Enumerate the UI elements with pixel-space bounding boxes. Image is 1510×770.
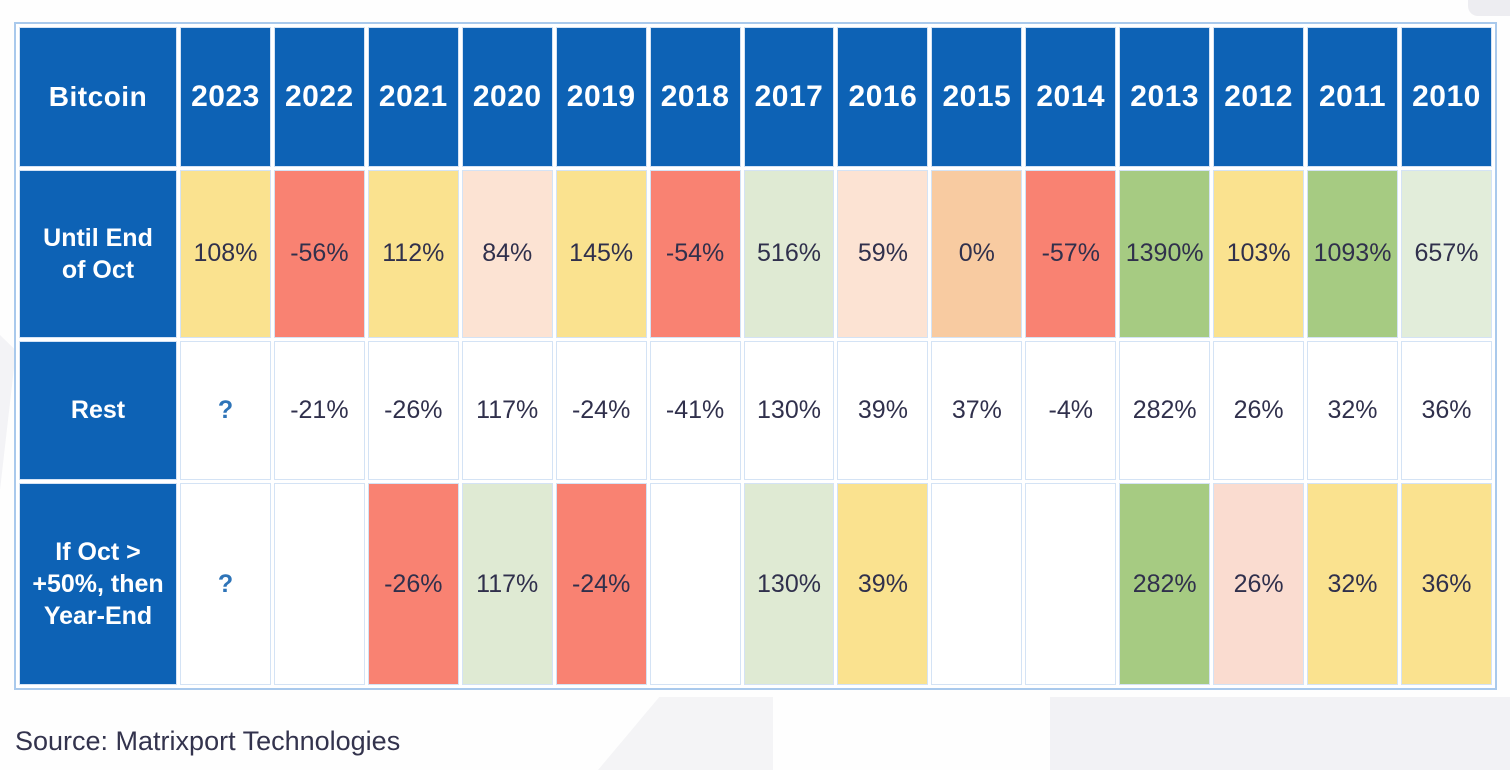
cell-2019-until-end-of-oct: 145% xyxy=(555,170,647,338)
year-header-2020: 2020 xyxy=(461,27,553,167)
background-decoration-bottom-mid xyxy=(598,697,773,770)
cell-2017-if-oct-50-then-year-end: 130% xyxy=(743,483,835,685)
cell-2014-if-oct-50-then-year-end xyxy=(1025,483,1117,685)
row-label-until-end-of-oct: Until End of Oct xyxy=(19,170,177,338)
year-header-2018: 2018 xyxy=(649,27,741,167)
cell-2016-rest: 39% xyxy=(837,340,929,480)
year-header-2022: 2022 xyxy=(273,27,365,167)
cell-2018-until-end-of-oct: -54% xyxy=(649,170,741,338)
table-row-until-end-of-oct: Until End of Oct 108% -56% 112% 84% 145% -54% 5… xyxy=(19,170,1492,338)
cell-2023-until-end-of-oct: 108% xyxy=(180,170,271,338)
cell-2016-if-oct-50-then-year-end: 39% xyxy=(837,483,929,685)
source-note: Source: Matrixport Technologies xyxy=(15,726,401,756)
cell-2011-rest: 32% xyxy=(1307,340,1398,480)
cell-2019-if-oct-50-then-year-end: -24% xyxy=(555,483,647,685)
table-row-if-oct-50-then-year-end: If Oct > +50%, then Year-End? -26% 117% -24… xyxy=(19,483,1492,685)
year-header-2012: 2012 xyxy=(1213,27,1305,167)
year-header-2016: 2016 xyxy=(837,27,929,167)
cell-2016-until-end-of-oct: 59% xyxy=(837,170,929,338)
cell-2013-if-oct-50-then-year-end: 282% xyxy=(1119,483,1211,685)
row-label-rest: Rest xyxy=(19,340,177,480)
cell-2014-until-end-of-oct: -57% xyxy=(1025,170,1117,338)
cell-2017-until-end-of-oct: 516% xyxy=(743,170,835,338)
cell-2015-if-oct-50-then-year-end xyxy=(931,483,1023,685)
row-label-if-oct-50-then-year-end: If Oct > +50%, then Year-End xyxy=(19,483,177,685)
cell-2013-until-end-of-oct: 1390% xyxy=(1119,170,1211,338)
cell-2022-until-end-of-oct: -56% xyxy=(273,170,365,338)
year-header-2017: 2017 xyxy=(743,27,835,167)
cell-2010-until-end-of-oct: 657% xyxy=(1400,170,1492,338)
cell-2020-until-end-of-oct: 84% xyxy=(461,170,553,338)
cell-2010-if-oct-50-then-year-end: 36% xyxy=(1400,483,1492,685)
corner-header-bitcoin: Bitcoin xyxy=(19,27,177,167)
table-row-rest: Rest? -21% -26% 117% -24% -41% 130% 39% 37% -4% 28… xyxy=(19,340,1492,480)
year-header-2013: 2013 xyxy=(1119,27,1211,167)
cell-2022-rest: -21% xyxy=(273,340,365,480)
cell-2014-rest: -4% xyxy=(1025,340,1117,480)
background-decoration-top-right xyxy=(1468,0,1510,16)
year-header-2011: 2011 xyxy=(1307,27,1398,167)
year-header-2021: 2021 xyxy=(367,27,459,167)
cell-2017-rest: 130% xyxy=(743,340,835,480)
background-decoration-bottom-right xyxy=(1050,697,1510,770)
cell-2015-rest: 37% xyxy=(931,340,1023,480)
cell-2018-rest: -41% xyxy=(649,340,741,480)
cell-2020-if-oct-50-then-year-end: 117% xyxy=(461,483,553,685)
year-header-2015: 2015 xyxy=(931,27,1023,167)
year-header-2023: 2023 xyxy=(180,27,271,167)
cell-2023-rest: ? xyxy=(180,340,271,480)
cell-2022-if-oct-50-then-year-end xyxy=(273,483,365,685)
year-header-2014: 2014 xyxy=(1025,27,1117,167)
cell-2012-until-end-of-oct: 103% xyxy=(1213,170,1305,338)
cell-2021-until-end-of-oct: 112% xyxy=(367,170,459,338)
cell-2013-rest: 282% xyxy=(1119,340,1211,480)
cell-2020-rest: 117% xyxy=(461,340,553,480)
cell-2021-if-oct-50-then-year-end: -26% xyxy=(367,483,459,685)
cell-2023-if-oct-50-then-year-end: ? xyxy=(180,483,271,685)
cell-2010-rest: 36% xyxy=(1400,340,1492,480)
cell-2015-until-end-of-oct: 0% xyxy=(931,170,1023,338)
cell-2011-until-end-of-oct: 1093% xyxy=(1307,170,1398,338)
cell-2012-if-oct-50-then-year-end: 26% xyxy=(1213,483,1305,685)
year-header-2019: 2019 xyxy=(555,27,647,167)
bitcoin-yearly-returns-table: Bitcoin 2023 2022 2021 2020 2019 2018 2017 2016 2… xyxy=(14,22,1497,690)
cell-2012-rest: 26% xyxy=(1213,340,1305,480)
cell-2019-rest: -24% xyxy=(555,340,647,480)
cell-2021-rest: -26% xyxy=(367,340,459,480)
cell-2018-if-oct-50-then-year-end xyxy=(649,483,741,685)
year-header-2010: 2010 xyxy=(1400,27,1492,167)
table-header-row: Bitcoin 2023 2022 2021 2020 2019 2018 2017 2016 2… xyxy=(19,27,1492,167)
cell-2011-if-oct-50-then-year-end: 32% xyxy=(1307,483,1398,685)
